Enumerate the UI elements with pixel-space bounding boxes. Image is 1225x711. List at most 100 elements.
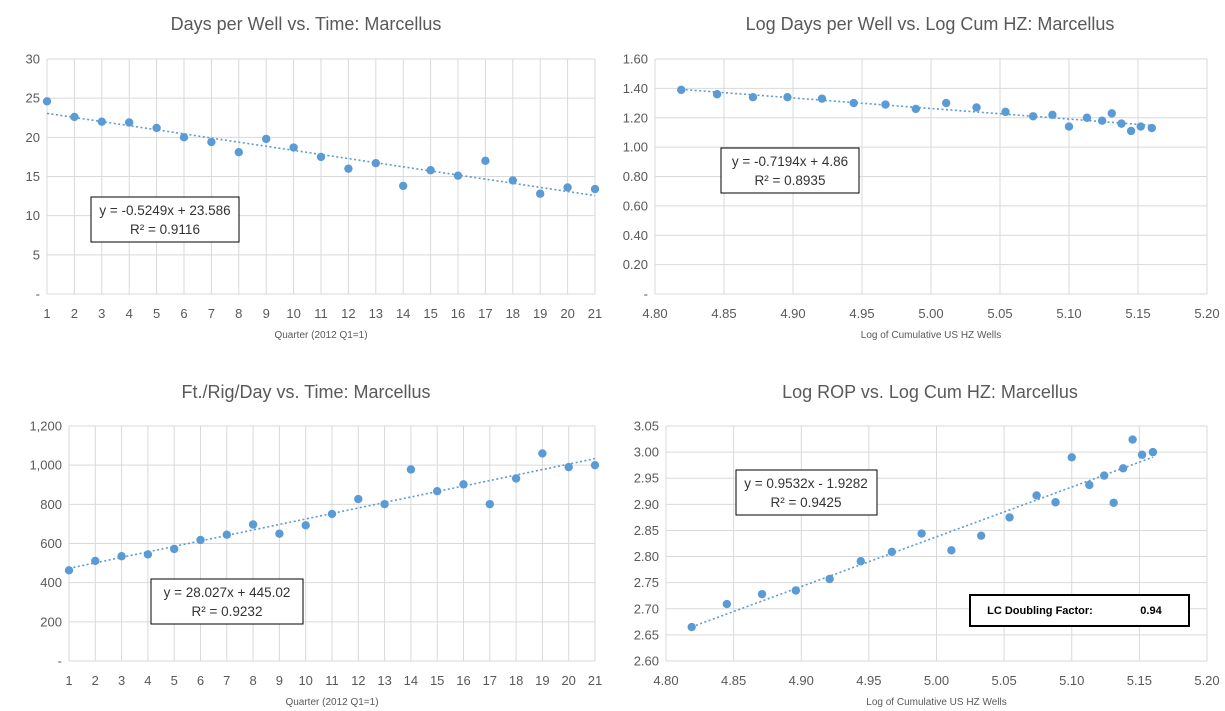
x-tick-label: 2 xyxy=(71,306,78,321)
data-point xyxy=(1032,491,1041,500)
x-tick-label: 5.15 xyxy=(1125,306,1150,321)
data-point xyxy=(481,156,490,166)
data-point xyxy=(783,92,792,102)
x-tick-label: 5.00 xyxy=(918,306,943,321)
y-tick-label: 0.80 xyxy=(623,169,648,184)
x-tick-label: 12 xyxy=(341,306,355,321)
x-tick-label: 13 xyxy=(377,673,391,688)
x-tick-label: 20 xyxy=(560,306,574,321)
chart-panel-1: Days per Well vs. Time: Marcellus-510152… xyxy=(26,14,603,341)
equation-box xyxy=(720,147,860,194)
r-squared: R² = 0.9116 xyxy=(130,222,200,237)
data-point xyxy=(1001,107,1010,117)
data-point xyxy=(564,462,573,472)
data-point xyxy=(1051,498,1060,507)
data-point xyxy=(1005,513,1014,522)
x-tick-label: 4.85 xyxy=(721,673,746,688)
x-tick-label: 9 xyxy=(263,306,270,321)
data-point xyxy=(433,487,442,496)
x-tick-label: 5.20 xyxy=(1194,306,1219,321)
x-tick-label: 16 xyxy=(456,673,470,688)
x-axis-label: Quarter (2012 Q1=1) xyxy=(285,697,378,708)
y-tick-label: 1,000 xyxy=(29,458,62,473)
x-tick-label: 5.10 xyxy=(1056,306,1081,321)
x-tick-label: 18 xyxy=(506,306,520,321)
trend-equation: y = -0.7194x + 4.86 xyxy=(732,154,848,169)
trendline xyxy=(691,456,1154,628)
x-tick-label: 4.80 xyxy=(653,673,678,688)
data-point xyxy=(316,152,326,162)
x-tick-label: 5.05 xyxy=(991,673,1016,688)
data-point xyxy=(1028,112,1038,121)
data-point xyxy=(887,547,897,557)
x-tick-label: 19 xyxy=(533,306,547,321)
data-point xyxy=(917,529,926,538)
data-point xyxy=(748,92,758,102)
x-tick-label: 17 xyxy=(478,306,492,321)
data-point xyxy=(152,123,161,133)
data-point xyxy=(1126,126,1136,136)
data-point xyxy=(511,474,521,483)
data-point xyxy=(399,181,408,191)
x-tick-label: 4 xyxy=(126,306,133,321)
y-tick-label: 3.00 xyxy=(634,445,659,460)
data-point xyxy=(881,100,890,109)
x-tick-label: 10 xyxy=(298,673,312,688)
x-tick-label: 15 xyxy=(423,306,437,321)
data-point xyxy=(426,166,435,175)
trend-equation: y = 0.9532x - 1.9282 xyxy=(744,476,867,491)
y-tick-label: 2.90 xyxy=(634,497,659,512)
data-point xyxy=(712,90,722,99)
x-tick-label: 4.95 xyxy=(856,673,881,688)
data-point xyxy=(344,164,353,173)
data-point xyxy=(722,599,732,609)
data-point xyxy=(222,530,231,539)
x-tick-label: 5.00 xyxy=(924,673,949,688)
y-tick-label: 2.65 xyxy=(634,627,659,642)
x-tick-label: 4.95 xyxy=(849,306,874,321)
data-point xyxy=(757,589,767,599)
y-tick-label: 5 xyxy=(33,247,40,262)
x-tick-label: 11 xyxy=(325,673,339,688)
y-tick-label: - xyxy=(644,287,648,302)
y-tick-label: 2.85 xyxy=(634,523,659,538)
y-tick-label: 2.75 xyxy=(634,575,659,590)
lc-doubling-factor-value: 0.94 xyxy=(1140,605,1162,617)
data-point xyxy=(170,544,179,554)
data-point xyxy=(275,529,284,538)
data-point xyxy=(248,520,258,529)
data-point xyxy=(453,171,463,180)
y-tick-label: 3.05 xyxy=(634,419,659,434)
data-point xyxy=(947,546,956,555)
data-point xyxy=(196,535,205,545)
data-point xyxy=(677,85,686,95)
x-tick-label: 4.90 xyxy=(780,306,805,321)
chart-panel-2: Log Days per Well vs. Log Cum HZ: Marcel… xyxy=(623,14,1220,341)
y-tick-label: - xyxy=(58,654,62,669)
y-tick-label: 200 xyxy=(40,614,62,629)
x-axis-label: Quarter (2012 Q1=1) xyxy=(274,330,367,341)
chart-title: Ft./Rig/Day vs. Time: Marcellus xyxy=(181,382,430,402)
data-point xyxy=(508,176,517,185)
y-tick-label: 600 xyxy=(40,536,62,551)
x-tick-label: 8 xyxy=(249,673,256,688)
x-tick-label: 7 xyxy=(223,673,230,688)
data-point xyxy=(1085,480,1094,490)
x-tick-label: 5.05 xyxy=(987,306,1012,321)
data-point xyxy=(64,566,74,575)
data-point xyxy=(1137,450,1147,459)
chart-title: Log Days per Well vs. Log Cum HZ: Marcel… xyxy=(746,14,1115,34)
data-point xyxy=(1097,116,1107,125)
data-point xyxy=(262,134,271,144)
data-point xyxy=(536,189,545,198)
x-tick-label: 4.80 xyxy=(642,306,667,321)
data-point xyxy=(1107,109,1116,118)
x-tick-label: 8 xyxy=(235,306,242,321)
trend-equation: y = 28.027x + 445.02 xyxy=(164,585,291,600)
y-tick-label: 1.40 xyxy=(623,81,648,96)
x-tick-label: 5 xyxy=(171,673,178,688)
x-tick-label: 6 xyxy=(197,673,204,688)
data-point xyxy=(1136,122,1145,131)
equation-box xyxy=(90,196,240,243)
x-tick-label: 3 xyxy=(118,673,125,688)
